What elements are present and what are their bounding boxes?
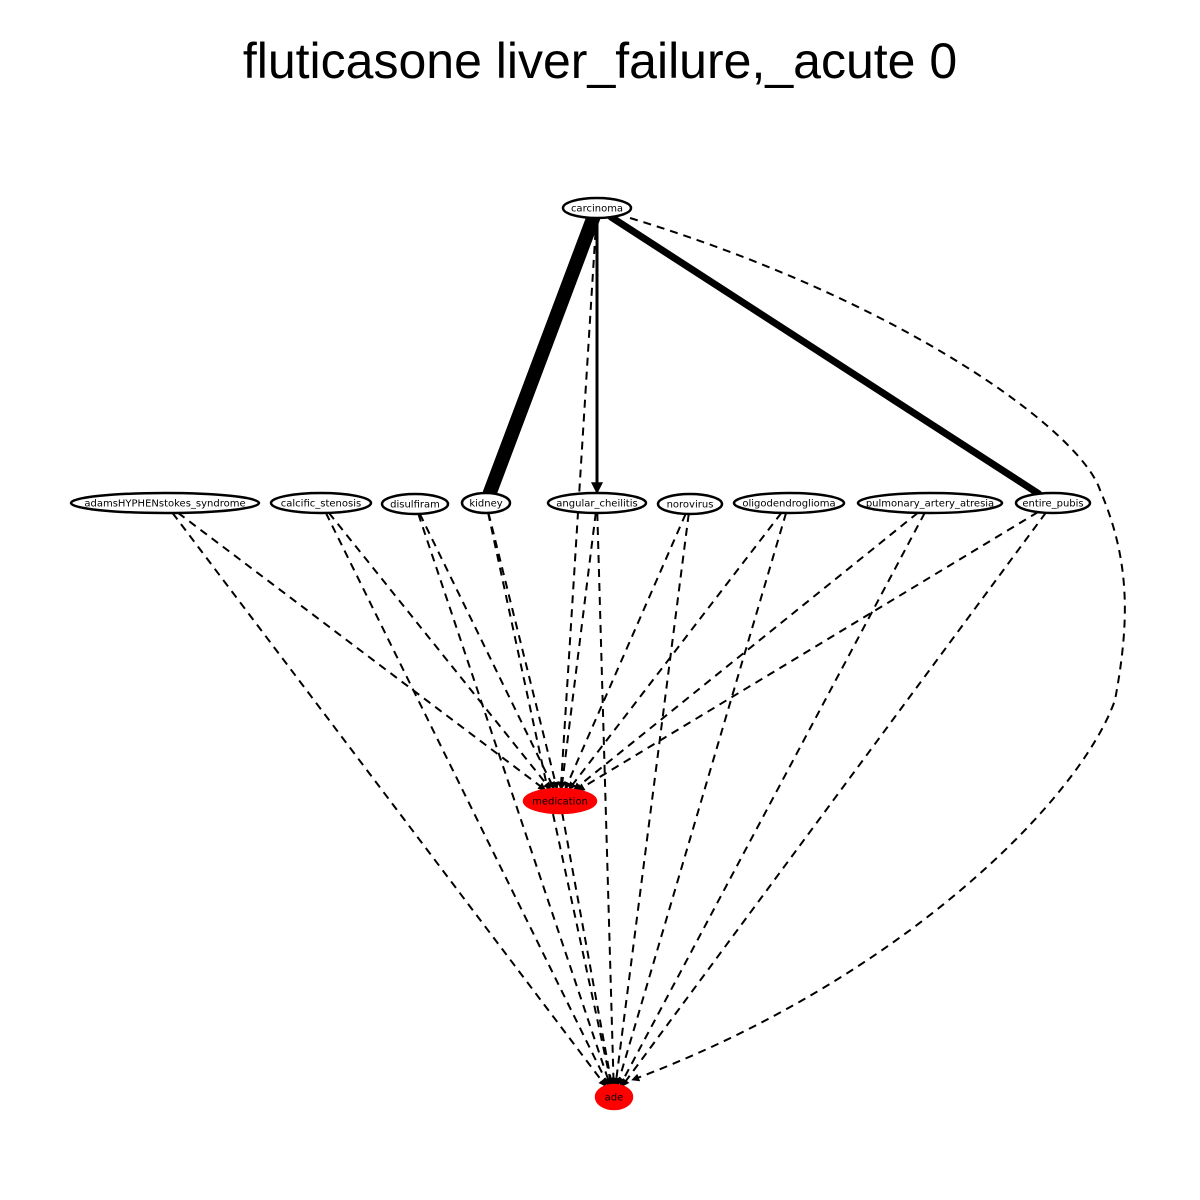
node-adams-label: adamsHYPHENstokes_syndrome: [84, 499, 245, 510]
edge-carcinoma-to-ade: [629, 217, 1126, 1082]
edge-disulfiram-to-medication: [418, 513, 556, 790]
edge-pulmonary-to-medication: [573, 512, 919, 791]
diagram-title: fluticasone liver_failure,_acute 0: [242, 33, 958, 89]
node-carcinoma[interactable]: carcinoma: [561, 196, 633, 220]
node-carcinoma-shape: [561, 196, 633, 220]
node-ade-label: ade: [605, 1093, 624, 1104]
node-pubis-shape: [1014, 491, 1092, 515]
edge-pulmonary-to-ade: [619, 512, 926, 1087]
node-pubis[interactable]: entire_pubis: [1014, 491, 1092, 515]
node-adams[interactable]: adamsHYPHENstokes_syndrome: [69, 491, 261, 515]
node-adams-shape: [69, 491, 261, 515]
edge-kidney-to-medication: [487, 512, 560, 790]
edge-oligo-to-ade: [615, 512, 788, 1086]
node-disulfiram-label: disulfiram: [390, 500, 440, 511]
node-angular[interactable]: angular_cheilitis: [546, 491, 648, 515]
edge-calcific-to-medication: [328, 512, 552, 791]
node-oligo[interactable]: oligodendroglioma: [732, 491, 846, 515]
edge-calcific-to-ade: [325, 512, 610, 1087]
node-pulmonary[interactable]: pulmonary_artery_atresia: [856, 491, 1004, 515]
edge-angular-to-ade: [596, 512, 618, 1086]
edge-oligo-to-medication: [568, 512, 783, 791]
node-norovirus-shape: [656, 492, 724, 516]
node-ade-shape: [594, 1083, 634, 1111]
node-medication-shape: [522, 787, 598, 815]
node-disulfiram-shape: [380, 492, 450, 516]
edge-norovirus-to-ade: [612, 513, 690, 1086]
node-carcinoma-label: carcinoma: [571, 204, 623, 215]
node-norovirus[interactable]: norovirus: [656, 492, 724, 516]
edge-carcinoma-to-kidney: [482, 210, 601, 501]
node-oligo-label: oligodendroglioma: [742, 499, 835, 510]
node-calcific-label: calcific_stenosis: [281, 499, 361, 510]
node-kidney[interactable]: kidney: [460, 491, 512, 515]
node-medication[interactable]: medication: [522, 787, 598, 815]
edge-disulfiram-to-ade: [417, 513, 612, 1087]
edge-pubis-to-medication: [576, 511, 1039, 792]
node-pulmonary-label: pulmonary_artery_atresia: [866, 499, 994, 510]
node-kidney-label: kidney: [469, 499, 502, 510]
edge-adams-to-ade: [171, 512, 607, 1087]
node-pulmonary-shape: [856, 491, 1004, 515]
node-oligo-shape: [732, 491, 846, 515]
node-ade[interactable]: ade: [594, 1083, 634, 1111]
edge-carcinoma-to-pubis: [607, 213, 1043, 498]
node-kidney-shape: [460, 491, 512, 515]
edge-norovirus-to-medication: [564, 513, 687, 790]
edges-layer: [171, 210, 1126, 1087]
node-disulfiram[interactable]: disulfiram: [380, 492, 450, 516]
node-angular-shape: [546, 491, 648, 515]
edge-angular-to-medication: [558, 512, 597, 790]
edge-pubis-to-ade: [621, 512, 1047, 1087]
node-norovirus-label: norovirus: [667, 500, 714, 511]
edge-adams-to-medication: [177, 512, 547, 791]
edge-medication-to-ade: [561, 812, 615, 1086]
node-calcific[interactable]: calcific_stenosis: [269, 491, 373, 515]
node-calcific-shape: [269, 491, 373, 515]
node-angular-label: angular_cheilitis: [556, 499, 637, 510]
nodes-layer: carcinoma adamsHYPHENstokes_syndrome calci…: [69, 196, 1092, 1111]
node-medication-label: medication: [532, 797, 588, 808]
node-pubis-label: entire_pubis: [1022, 499, 1083, 510]
